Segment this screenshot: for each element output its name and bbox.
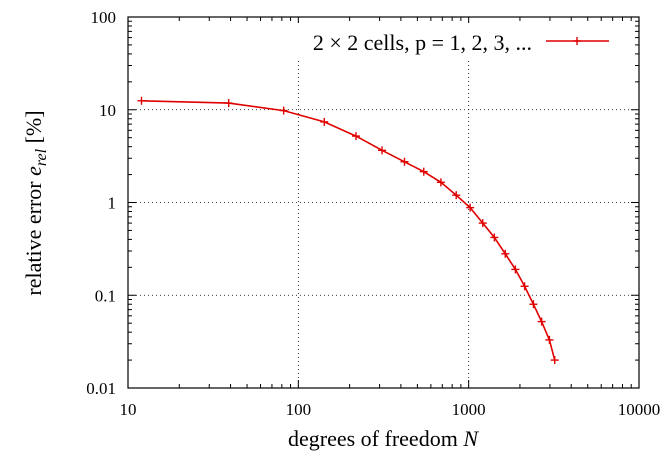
series-line	[141, 100, 556, 361]
y-tick-label: 10	[99, 101, 116, 120]
x-tick-label: 1000	[452, 400, 486, 419]
legend: 2 × 2 cells, p = 1, 2, 3, ...	[244, 23, 620, 59]
plot-area	[137, 96, 559, 365]
x-tick-label: 100	[286, 400, 312, 419]
axis-ticks: 10 100 1000 10000 0.01 0.1 1 10 100	[86, 8, 660, 419]
legend-label: 2 × 2 cells, p = 1, 2, 3, ...	[313, 30, 532, 55]
y-tick-label: 100	[91, 8, 117, 27]
data-point-marker	[137, 96, 146, 105]
x-tick-label: 10	[120, 400, 137, 419]
data-point-marker	[224, 99, 233, 108]
x-axis-label: degrees of freedom N	[288, 426, 479, 451]
data-point-marker	[436, 178, 445, 187]
x-tick-label: 10000	[618, 400, 661, 419]
data-point-marker	[452, 191, 461, 200]
data-point-marker	[501, 249, 510, 258]
data-point-marker	[419, 167, 428, 176]
grid-lines	[128, 17, 639, 388]
data-point-marker	[545, 335, 554, 344]
data-point-marker	[529, 300, 538, 309]
data-point-marker	[400, 157, 409, 166]
y-tick-label: 0.01	[86, 379, 116, 398]
y-tick-label: 1	[108, 194, 117, 213]
data-point-marker	[351, 132, 360, 141]
y-axis-label: relative error erel [%]	[21, 110, 51, 295]
data-point-marker	[490, 233, 499, 242]
data-point-marker	[537, 317, 546, 326]
data-point-marker	[478, 219, 487, 228]
data-point-marker	[550, 356, 559, 365]
data-point-marker	[466, 203, 475, 212]
y-tick-label: 0.1	[95, 286, 116, 305]
data-point-marker	[511, 265, 520, 274]
data-point-marker	[378, 146, 387, 155]
data-point-marker	[279, 106, 288, 115]
legend-swatch-marker	[573, 37, 581, 45]
data-point-marker	[520, 282, 529, 291]
data-point-marker	[320, 117, 329, 126]
